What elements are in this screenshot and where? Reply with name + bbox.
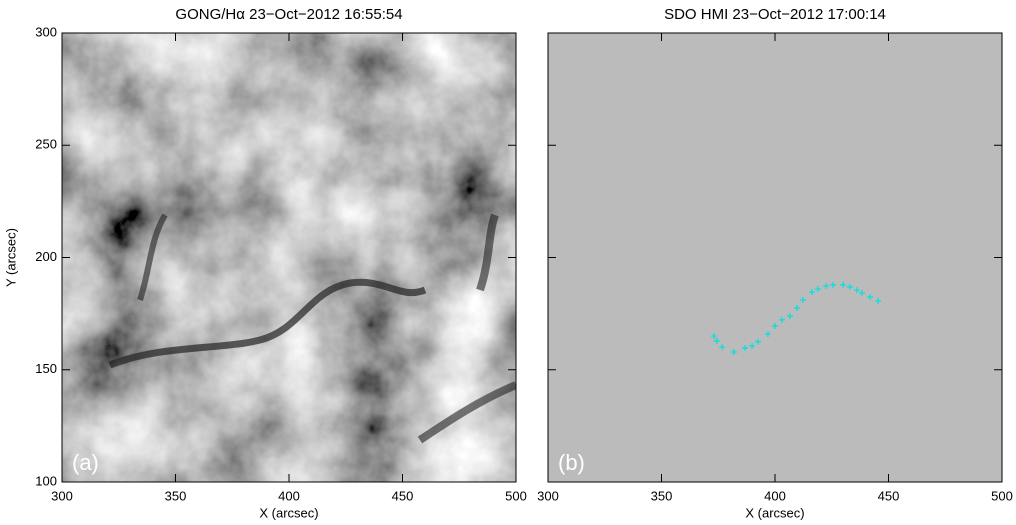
ha-texture (62, 33, 516, 482)
ha-image (62, 33, 516, 482)
figure: GONG/Hα 23−Oct−2012 16:55:54 X (arcsec) Y … (0, 0, 1016, 525)
hmi-texture (548, 33, 1002, 482)
hmi-image (548, 33, 1002, 482)
y-tick-label: 250 (35, 137, 57, 152)
y-axis-label: Y (arcsec) (3, 228, 18, 287)
x-tick-label: 300 (51, 488, 73, 503)
x-axis-label: X (arcsec) (259, 505, 318, 520)
x-tick-label: 350 (165, 488, 187, 503)
panel-title: GONG/Hα 23−Oct−2012 16:55:54 (175, 6, 402, 23)
x-tick-label: 400 (764, 488, 786, 503)
x-tick-label: 500 (505, 488, 527, 503)
panel-title: SDO HMI 23−Oct−2012 17:00:14 (664, 6, 886, 23)
y-tick-label: 150 (35, 361, 57, 376)
panel-label: (a) (72, 450, 99, 475)
x-tick-label: 500 (991, 488, 1013, 503)
y-tick-label: 300 (35, 24, 57, 39)
x-tick-label: 350 (651, 488, 673, 503)
x-axis-label: X (arcsec) (745, 505, 804, 520)
y-tick-label: 200 (35, 249, 57, 264)
x-tick-label: 450 (392, 488, 414, 503)
x-tick-label: 450 (878, 488, 900, 503)
x-tick-label: 400 (278, 488, 300, 503)
x-tick-label: 300 (537, 488, 559, 503)
y-tick-label: 100 (35, 473, 57, 488)
panel-label: (b) (558, 450, 585, 475)
